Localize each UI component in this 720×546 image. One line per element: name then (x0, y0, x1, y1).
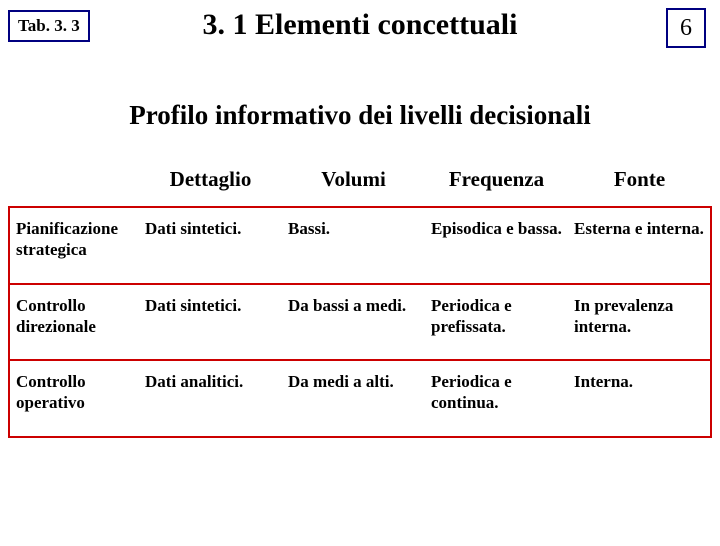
table-cell: In prevalenza interna. (568, 284, 711, 361)
page-number-box: 6 (666, 8, 706, 48)
table-cell: Da bassi a medi. (282, 284, 425, 361)
table-cell: Bassi. (282, 207, 425, 284)
table-row: Controllo direzionale Dati sintetici. Da… (9, 284, 711, 361)
table-col-header: Dettaglio (139, 159, 282, 207)
page-number: 6 (680, 15, 692, 42)
table-cell: Dati sintetici. (139, 207, 282, 284)
table-row: Pianificazione strategica Dati sintetici… (9, 207, 711, 284)
table-row: Controllo operativo Dati analitici. Da m… (9, 360, 711, 437)
table-cell: Dati analitici. (139, 360, 282, 437)
table-corner-blank (9, 159, 139, 207)
table-cell: Dati sintetici. (139, 284, 282, 361)
table-cell: Da medi a alti. (282, 360, 425, 437)
table-col-header: Frequenza (425, 159, 568, 207)
table-row-head: Controllo direzionale (9, 284, 139, 361)
table-container: Dettaglio Volumi Frequenza Fonte Pianifi… (8, 159, 712, 438)
table-cell: Periodica e prefissata. (425, 284, 568, 361)
table-cell: Episodica e bassa. (425, 207, 568, 284)
table-cell: Esterna e interna. (568, 207, 711, 284)
data-table: Dettaglio Volumi Frequenza Fonte Pianifi… (8, 159, 712, 438)
subtitle: Profilo informativo dei livelli decision… (0, 100, 720, 131)
table-cell: Periodica e continua. (425, 360, 568, 437)
table-row-head: Pianificazione strategica (9, 207, 139, 284)
header-row: Tab. 3. 3 3. 1 Elementi concettuali 6 (0, 6, 720, 56)
page-title: 3. 1 Elementi concettuali (0, 8, 720, 42)
table-header-row: Dettaglio Volumi Frequenza Fonte (9, 159, 711, 207)
table-row-head: Controllo operativo (9, 360, 139, 437)
table-col-header: Volumi (282, 159, 425, 207)
table-cell: Interna. (568, 360, 711, 437)
table-col-header: Fonte (568, 159, 711, 207)
